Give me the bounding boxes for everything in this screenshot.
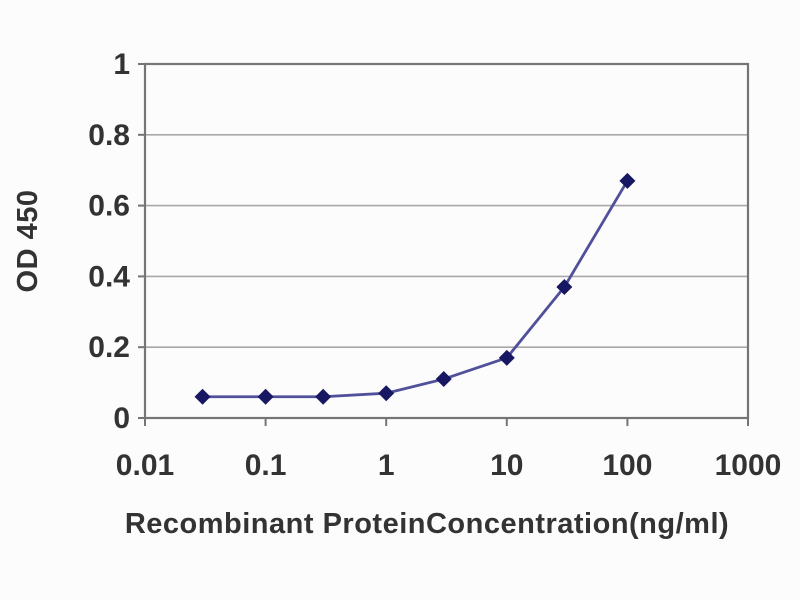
- data-point-marker: [435, 371, 452, 388]
- x-axis-title: Recombinant ProteinConcentration(ng/ml): [124, 508, 730, 540]
- x-tick-label: 10: [490, 449, 523, 482]
- y-tick-label: 0: [113, 402, 130, 435]
- y-tick-label: 1: [113, 48, 130, 81]
- y-axis-title: OD 450: [12, 189, 44, 293]
- y-tick-label: 0.4: [88, 260, 130, 293]
- x-tick-label: 0.1: [245, 449, 287, 482]
- y-tick-label: 0.6: [88, 190, 130, 223]
- data-point-marker: [378, 385, 395, 402]
- data-point-marker: [194, 388, 211, 405]
- data-point-marker: [619, 172, 636, 189]
- data-point-marker: [315, 388, 332, 405]
- series-line: [202, 180, 629, 399]
- plot-box-border: [143, 62, 750, 420]
- data-point-marker: [498, 349, 515, 366]
- x-tick-label: 100: [602, 449, 652, 482]
- x-tick-label: 1: [378, 449, 395, 482]
- x-tick-label: 1000: [715, 449, 782, 482]
- x-tick-label: 0.01: [116, 449, 174, 482]
- y-tick-label: 0.8: [88, 119, 130, 152]
- data-point-marker: [257, 388, 274, 405]
- data-point-marker: [556, 279, 573, 296]
- y-tick-label: 0.2: [88, 331, 130, 364]
